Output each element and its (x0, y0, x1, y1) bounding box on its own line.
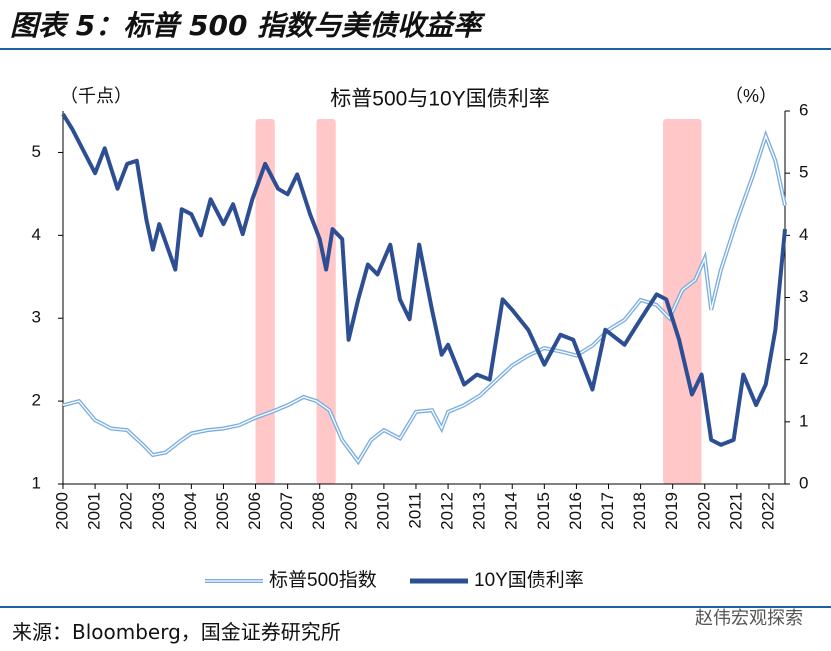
x-tick-label: 2022 (758, 492, 777, 530)
y-tick-label: 3 (32, 308, 41, 327)
y-tick-label: 1 (32, 473, 41, 492)
x-tick-label: 2012 (438, 492, 457, 530)
x-tick-label: 2003 (149, 492, 168, 530)
y2-tick-label: 2 (799, 349, 808, 368)
x-tick-label: 2000 (52, 492, 71, 530)
y2-tick-label: 6 (799, 100, 808, 119)
x-tick-label: 2009 (341, 492, 360, 530)
y2-label: （%） (725, 86, 777, 106)
y-tick-label: 4 (32, 225, 41, 244)
y2-tick-label: 1 (799, 411, 808, 430)
y-label: （千点） (60, 86, 132, 106)
x-tick-label: 2019 (662, 492, 681, 530)
x-tick-label: 2006 (245, 492, 264, 530)
series-line-inner (62, 133, 786, 463)
y2-tick-label: 0 (799, 473, 808, 492)
x-tick-label: 2007 (277, 492, 296, 530)
x-tick-label: 2004 (181, 492, 200, 530)
y2-tick-label: 5 (799, 163, 808, 182)
source: 来源：Bloomberg，国金证券研究所 (12, 620, 341, 644)
x-tick-label: 2014 (502, 492, 521, 530)
y-tick-label: 5 (32, 142, 41, 161)
x-tick-label: 2018 (630, 492, 649, 530)
watermark: 赵伟宏观探索 (695, 608, 803, 629)
x-tick-label: 2020 (694, 492, 713, 530)
x-tick-label: 2017 (598, 492, 617, 530)
x-tick-label: 2005 (213, 492, 232, 530)
x-tick-label: 2002 (117, 492, 136, 530)
series-line (61, 113, 787, 447)
x-tick-label: 2016 (566, 492, 585, 530)
y2-tick-label: 4 (799, 225, 808, 244)
legend-label: 10Y国债利率 (474, 569, 584, 591)
x-tick-label: 2008 (309, 492, 328, 530)
x-tick-label: 2013 (470, 492, 489, 530)
header-title: 图表 5：标普 500 指数与美债收益率 (10, 9, 482, 42)
shaded-range (316, 119, 336, 484)
rule (0, 48, 831, 50)
x-tick-label: 2001 (85, 492, 104, 530)
legend-label: 标普500指数 (269, 569, 377, 591)
chart-title: 标普500与10Y国债利率 (330, 88, 549, 111)
x-tick-label: 2011 (405, 492, 424, 529)
y2-tick-label: 3 (799, 287, 808, 306)
rule (0, 606, 831, 608)
shaded-range (255, 119, 275, 484)
y-tick-label: 2 (32, 391, 41, 410)
x-tick-label: 2015 (534, 492, 553, 530)
x-tick-label: 2021 (726, 492, 745, 530)
x-tick-label: 2010 (373, 492, 392, 530)
